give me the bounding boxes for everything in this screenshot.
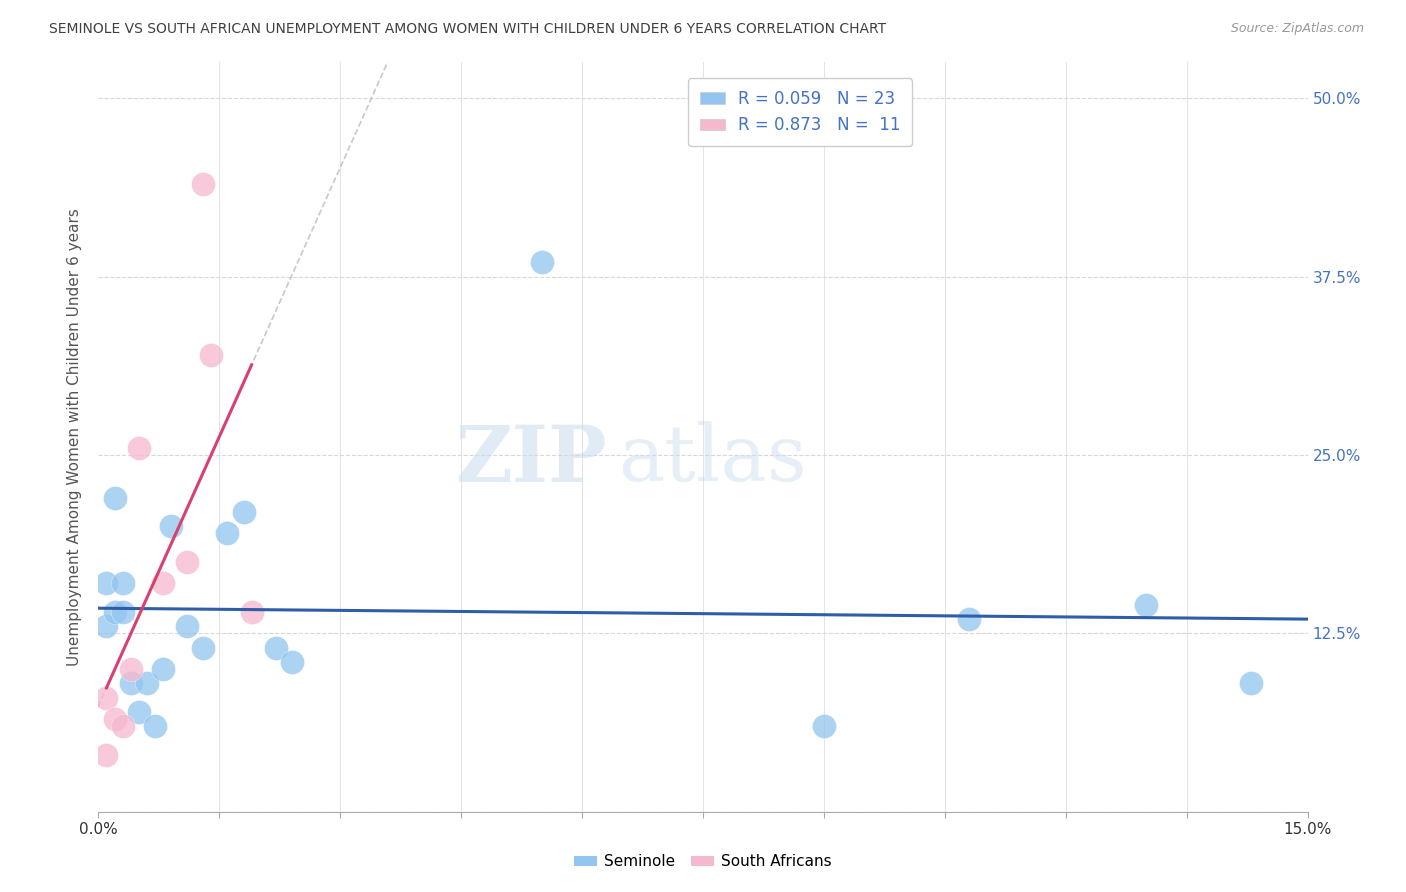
Y-axis label: Unemployment Among Women with Children Under 6 years: Unemployment Among Women with Children U…	[67, 208, 83, 666]
Point	[111, 719, 134, 733]
Point	[264, 640, 287, 655]
Point	[281, 655, 304, 669]
Point	[143, 719, 166, 733]
Point	[120, 662, 142, 676]
Legend: Seminole, South Africans: Seminole, South Africans	[568, 848, 838, 875]
Point	[128, 705, 150, 719]
Text: atlas: atlas	[619, 422, 807, 498]
Point	[200, 348, 222, 362]
Point	[1135, 598, 1157, 612]
Point	[135, 676, 157, 690]
Point	[193, 640, 215, 655]
Point	[217, 526, 239, 541]
Text: ZIP: ZIP	[454, 422, 606, 498]
Point	[120, 676, 142, 690]
Point	[152, 576, 174, 591]
Point	[96, 690, 118, 705]
Point	[96, 619, 118, 633]
Point	[96, 747, 118, 762]
Point	[232, 505, 254, 519]
Point	[176, 555, 198, 569]
Text: Source: ZipAtlas.com: Source: ZipAtlas.com	[1230, 22, 1364, 36]
Point	[128, 441, 150, 455]
Point	[111, 576, 134, 591]
Point	[957, 612, 980, 626]
Point	[193, 177, 215, 191]
Point	[240, 605, 263, 619]
Point	[530, 255, 553, 269]
Point	[111, 605, 134, 619]
Point	[103, 491, 125, 505]
Point	[103, 605, 125, 619]
Point	[176, 619, 198, 633]
Point	[103, 712, 125, 726]
Point	[813, 719, 835, 733]
Text: SEMINOLE VS SOUTH AFRICAN UNEMPLOYMENT AMONG WOMEN WITH CHILDREN UNDER 6 YEARS C: SEMINOLE VS SOUTH AFRICAN UNEMPLOYMENT A…	[49, 22, 886, 37]
Point	[160, 519, 183, 533]
Point	[1240, 676, 1263, 690]
Point	[152, 662, 174, 676]
Legend: R = 0.059   N = 23, R = 0.873   N =  11: R = 0.059 N = 23, R = 0.873 N = 11	[688, 78, 912, 146]
Point	[96, 576, 118, 591]
